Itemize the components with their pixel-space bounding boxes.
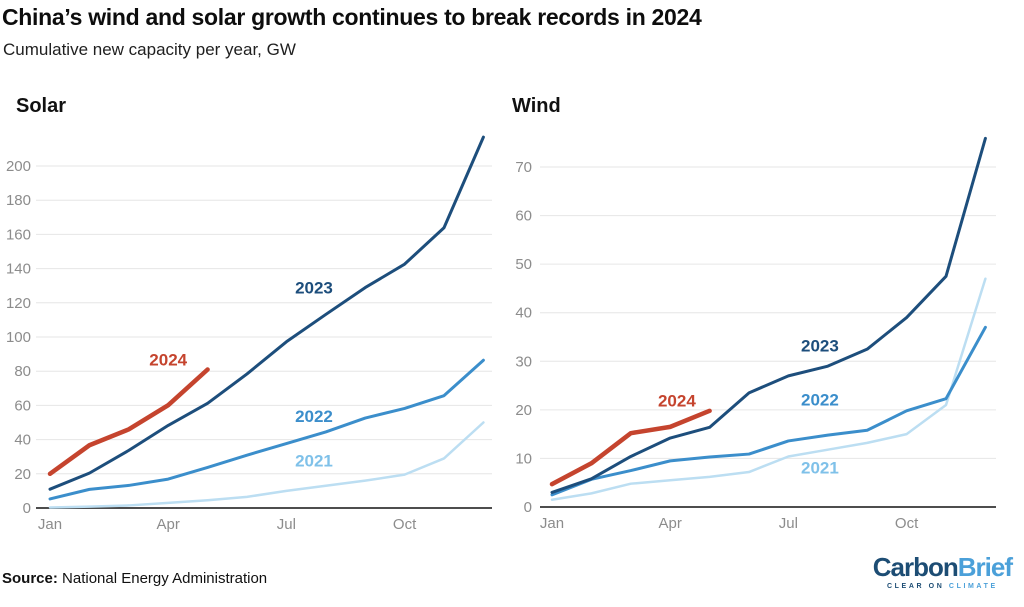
wind-chart-title: Wind (512, 95, 561, 117)
logo-brief-text: Brief (957, 552, 1013, 582)
y-tick-label: 50 (515, 256, 532, 273)
series-line-2022 (550, 325, 987, 497)
x-tick-label: Jan (38, 516, 62, 533)
series-label-2024: 2024 (658, 392, 696, 411)
y-tick-label: 70 (515, 159, 532, 176)
y-tick-label: 40 (515, 305, 532, 322)
x-tick-label: Oct (895, 515, 919, 532)
series-label-2024: 2024 (149, 350, 187, 369)
series-label-2021: 2021 (801, 459, 839, 478)
page-title: China’s wind and solar growth continues … (2, 4, 702, 30)
y-tick-label: 100 (6, 329, 31, 346)
source-label: Source: (2, 570, 58, 587)
y-tick-label: 10 (515, 450, 532, 467)
carbonbrief-logo: CarbonBrief CLEAR ON CLIMATE (872, 552, 1013, 590)
source-note: Source: National Energy Administration (2, 570, 267, 587)
series-line-2021 (48, 421, 485, 509)
series-label-2022: 2022 (295, 407, 333, 426)
series-label-2023: 2023 (801, 337, 839, 356)
y-tick-label: 200 (6, 158, 31, 175)
x-tick-label: Jul (779, 515, 798, 532)
logo-tagline-climate: CLIMATE (948, 583, 998, 590)
source-text: National Energy Administration (57, 570, 268, 587)
solar-line-chart: 0 20 40 60 80 100 120 140 160 180 200 Jan Apr Jul Oct 2… (6, 135, 492, 533)
x-tick-label: Jan (540, 515, 564, 532)
y-tick-label: 140 (6, 261, 31, 278)
y-tick-label: 60 (14, 397, 31, 414)
series-label-2023: 2023 (295, 279, 333, 298)
y-tick-label: 80 (14, 363, 31, 380)
series-line-2023 (550, 136, 987, 494)
y-tick-label: 0 (524, 499, 532, 516)
x-tick-label: Apr (157, 516, 180, 533)
y-tick-label: 20 (14, 466, 31, 483)
series-line-2024 (549, 408, 712, 487)
logo-carbon-text: Carbon (872, 552, 959, 582)
x-tick-label: Apr (659, 515, 682, 532)
series-label-2021: 2021 (295, 451, 333, 470)
logo-tagline-clear-on: CLEAR ON (887, 583, 945, 590)
y-tick-label: 160 (6, 226, 31, 243)
y-tick-label: 60 (515, 208, 532, 225)
x-tick-label: Oct (393, 516, 417, 533)
series-line-2023 (48, 135, 485, 491)
y-tick-label: 30 (515, 353, 532, 370)
series-line-2021 (550, 277, 987, 501)
wind-line-chart: 0 10 20 30 40 50 60 70 Jan Apr Jul Oct 2021 2022 2023 2… (515, 136, 996, 532)
solar-chart-title: Solar (16, 95, 67, 117)
series-label-2022: 2022 (801, 391, 839, 410)
y-tick-label: 180 (6, 192, 31, 209)
series-line-2024 (47, 367, 210, 477)
y-tick-label: 120 (6, 295, 31, 312)
y-tick-label: 40 (14, 432, 31, 449)
page-subtitle: Cumulative new capacity per year, GW (3, 40, 296, 59)
series-line-2022 (48, 358, 485, 501)
y-tick-label: 20 (515, 402, 532, 419)
y-tick-label: 0 (23, 500, 31, 517)
x-tick-label: Jul (277, 516, 296, 533)
